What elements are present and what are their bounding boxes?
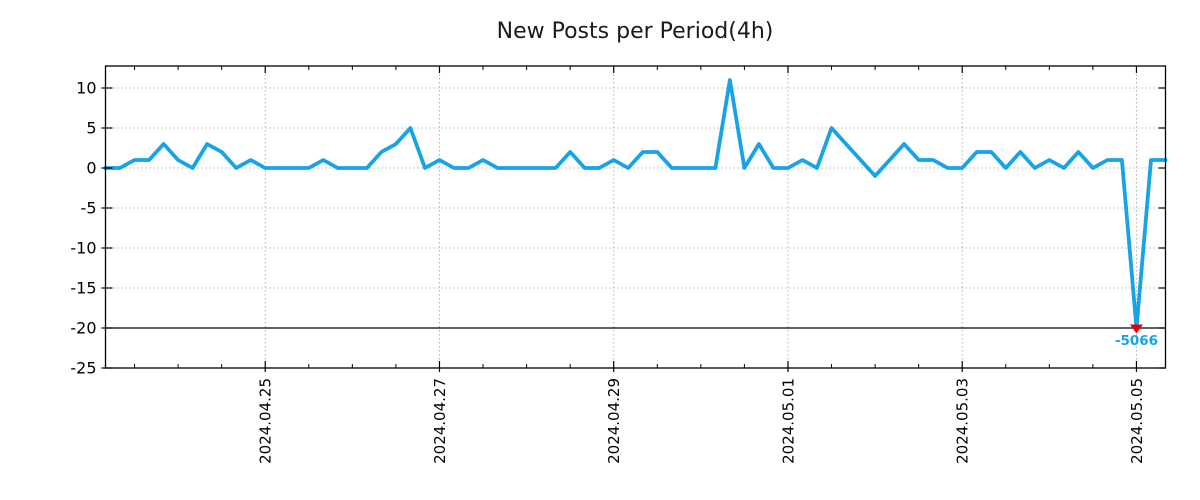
chart-title: New Posts per Period(4h) [497,19,774,44]
y-tick-label: 10 [76,79,96,98]
y-tick-label: -20 [70,319,96,338]
grid-layer [105,66,1166,369]
series-layer [103,78,1168,330]
min-value-annotation: -5066 [1115,333,1158,349]
x-tick-label: 2024.04.25 [257,378,275,464]
x-tick-label: 2024.04.29 [605,378,623,464]
y-tick-label: -5 [81,199,97,218]
y-tick-label: -25 [70,359,96,378]
annotation-layer: -5066 [1115,324,1158,349]
x-tick-label: 2024.05.01 [779,378,797,464]
series-line [103,78,1168,330]
axes-layer: 10 5 0 -5 -10 -15 -20 -25 2024.04.25 2024.04.27 20… [70,65,1167,464]
y-tick-label: -15 [70,279,96,298]
y-tick-label: -10 [70,239,96,258]
plot-border [104,65,1167,369]
min-value-marker-icon [1129,324,1143,334]
y-tick-label: 0 [86,159,96,178]
x-tick-label: 2024.05.03 [954,378,972,464]
x-tick-label: 2024.05.05 [1128,378,1146,464]
y-tick-label: 5 [86,119,96,138]
x-tick-label: 2024.04.27 [431,378,449,464]
